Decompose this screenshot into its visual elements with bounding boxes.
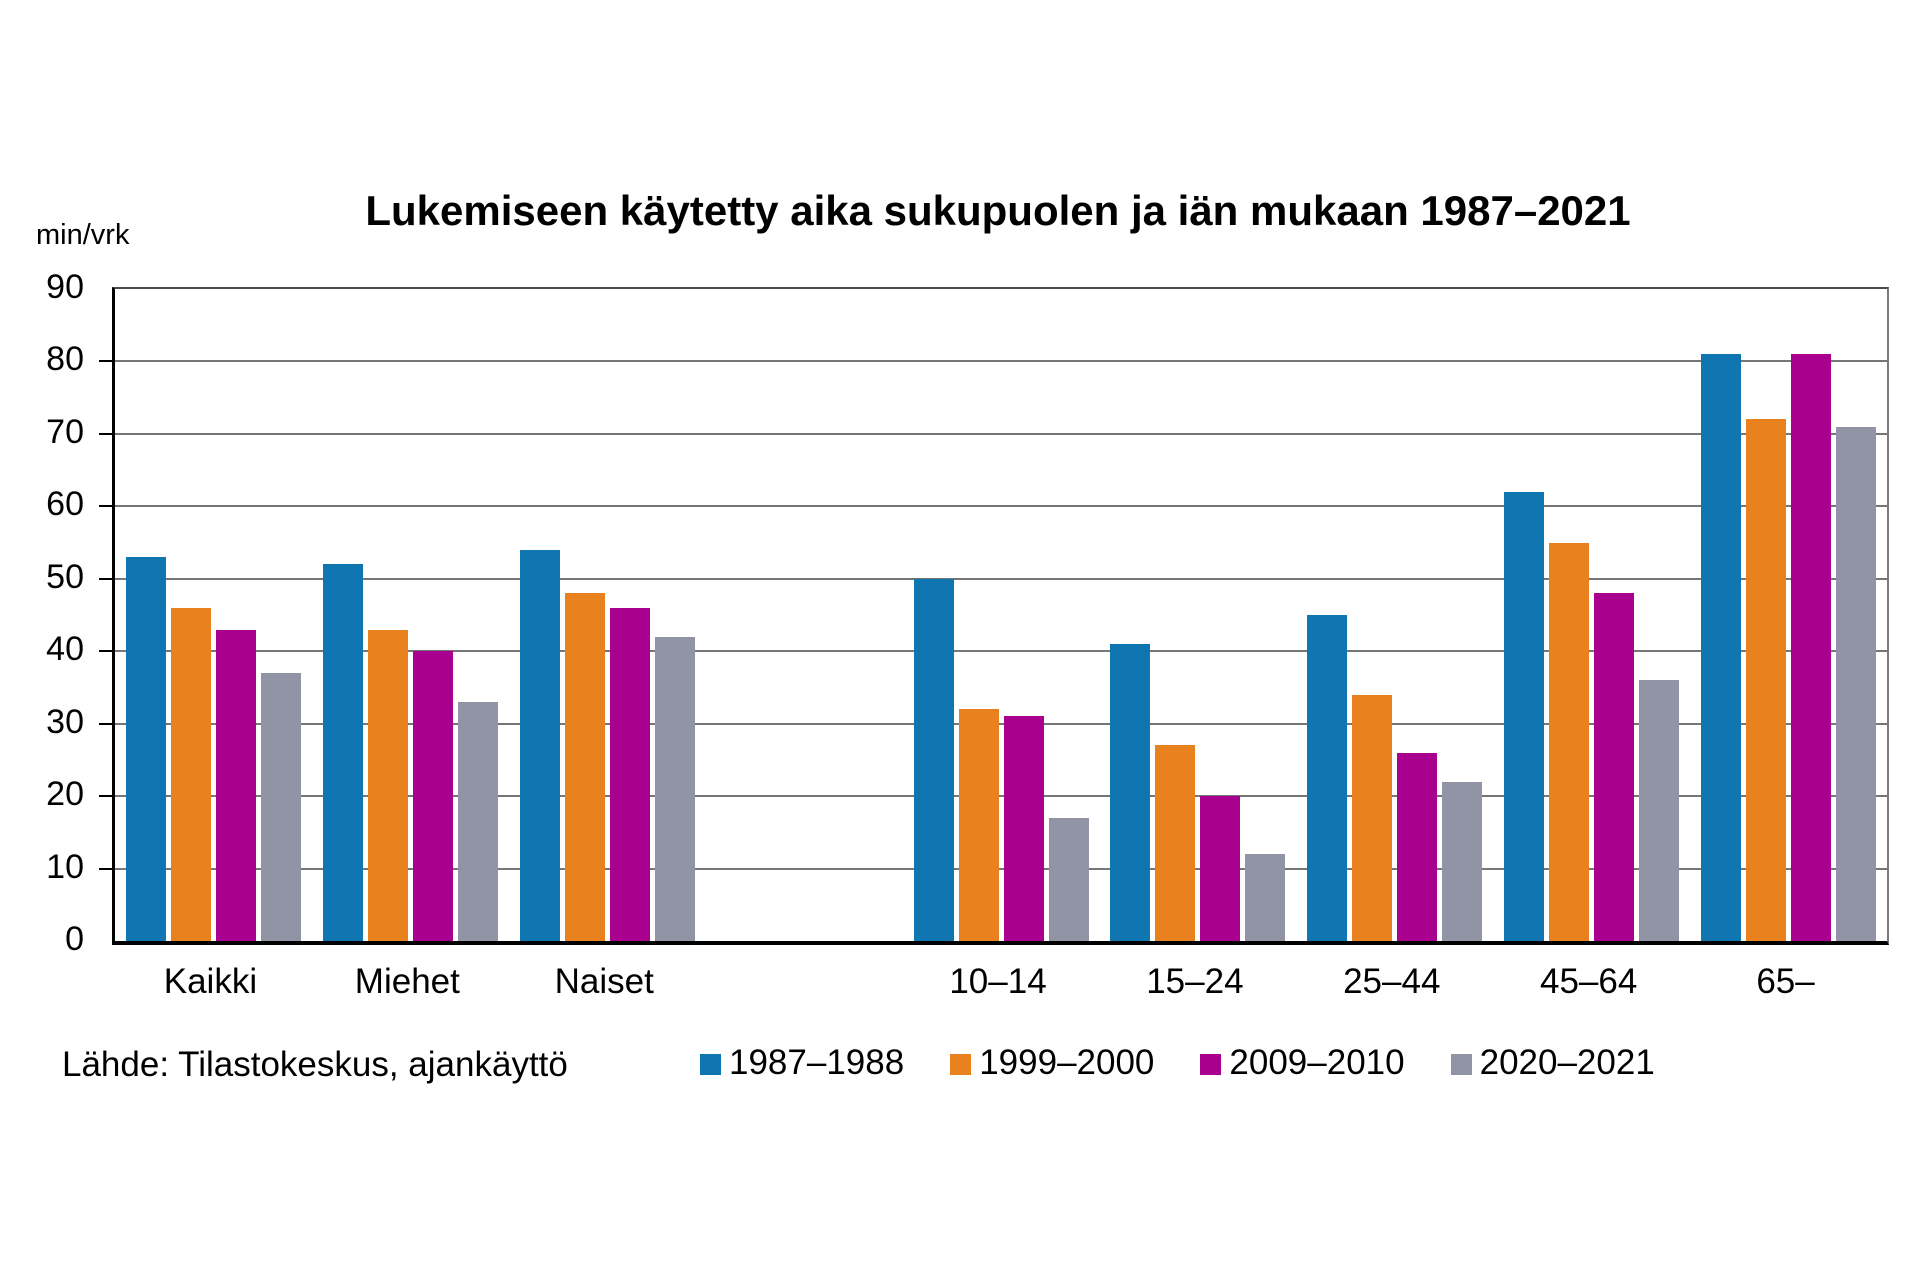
gridline-y-20 [115, 795, 1887, 798]
bar-group-10–14 [913, 289, 1089, 941]
bar-2009–2010-Kaikki [215, 629, 256, 941]
bar-1987–1988-Kaikki [125, 557, 166, 941]
legend-swatch-2020–2021 [1450, 1054, 1472, 1076]
bar-1987–1988-Miehet [322, 564, 363, 941]
bar-2020–2021-45–64 [1639, 680, 1680, 941]
y-axis-tick-label-0: 0 [65, 920, 84, 958]
y-tick-mark-10 [99, 867, 112, 870]
bar-2009–2010-15–24 [1200, 796, 1241, 941]
legend-label-2009–2010: 2009–2010 [1229, 1043, 1405, 1082]
legend-label-1999–2000: 1999–2000 [979, 1043, 1155, 1082]
gridline-y-40 [115, 650, 1887, 653]
bar-1999–2000-15–24 [1155, 745, 1196, 941]
x-axis-label-10–14: 10–14 [949, 962, 1047, 1001]
x-axis-label-15–24: 15–24 [1146, 962, 1244, 1001]
legend-swatch-1987–1988 [700, 1054, 721, 1076]
chart-title: Lukemiseen käytetty aika sukupuolen ja i… [365, 187, 1631, 234]
bar-1987–1988-Naiset [519, 549, 560, 941]
source-note: Lähde: Tilastokeskus, ajankäyttö [62, 1045, 568, 1084]
x-axis-label-Miehet: Miehet [354, 962, 460, 1001]
gridline-y-50 [115, 577, 1887, 580]
y-axis-tick-label-60: 60 [46, 485, 84, 524]
bar-2009–2010-45–64 [1594, 593, 1635, 941]
bar-1987–1988-15–24 [1110, 643, 1151, 941]
y-tick-mark-20 [99, 795, 112, 798]
gridline-y-70 [115, 432, 1887, 435]
legend-item-1999–2000: 1999–2000 [950, 1043, 1155, 1083]
bar-group-Kaikki [125, 289, 301, 941]
x-axis-label-45–64: 45–64 [1539, 962, 1638, 1001]
legend-label-1987–1988: 1987–1988 [729, 1043, 905, 1082]
y-axis-tick-label-50: 50 [46, 557, 84, 596]
bar-1987–1988-45–64 [1504, 491, 1545, 941]
bar-2020–2021-Naiset [654, 636, 695, 941]
gridline-y-10 [115, 867, 1887, 870]
bar-2020–2021-25–44 [1442, 781, 1483, 941]
x-axis-label-Kaikki: Kaikki [163, 962, 258, 1001]
legend-label-2020–2021: 2020–2021 [1479, 1043, 1655, 1082]
bar-2020–2021-15–24 [1245, 854, 1286, 941]
bar-1999–2000-Kaikki [170, 607, 211, 941]
bar-1999–2000-45–64 [1549, 542, 1590, 941]
bar-2020–2021-65– [1836, 426, 1877, 941]
bar-1987–1988-10–14 [913, 578, 954, 941]
y-axis-tick-label-90: 90 [46, 268, 84, 306]
y-axis-tick-label-10: 10 [46, 847, 84, 886]
x-axis-label-25–44: 25–44 [1343, 962, 1441, 1001]
bar-2009–2010-65– [1791, 354, 1832, 941]
bar-1999–2000-25–44 [1352, 694, 1393, 941]
y-axis-unit-label: min/vrk [36, 219, 130, 251]
legend-item-2009–2010: 2009–2010 [1200, 1043, 1405, 1083]
bar-group-Naiset [519, 289, 695, 941]
bar-2009–2010-10–14 [1003, 716, 1044, 941]
gridline-y-60 [115, 505, 1887, 508]
bar-group-45–64 [1504, 289, 1680, 941]
bar-2009–2010-25–44 [1397, 752, 1438, 941]
legend-swatch-2009–2010 [1200, 1054, 1222, 1076]
y-axis-tick-label-80: 80 [46, 340, 84, 379]
y-axis-tick-label-30: 30 [46, 702, 84, 741]
y-axis-tick-label-40: 40 [46, 630, 84, 669]
bar-1999–2000-Naiset [564, 593, 605, 941]
bar-2009–2010-Naiset [609, 607, 650, 941]
legend: 1987–1988 1999–2000 2009–2010 2020–2021 [700, 1043, 1655, 1083]
x-axis-label-65–: 65– [1756, 962, 1815, 1001]
bar-2020–2021-Miehet [457, 701, 498, 941]
bar-2020–2021-10–14 [1048, 817, 1089, 941]
plot-area [99, 287, 1889, 945]
y-tick-mark-30 [99, 722, 112, 725]
y-tick-mark-40 [99, 650, 112, 653]
bar-1987–1988-65– [1701, 354, 1742, 941]
bar-group-25–44 [1307, 289, 1483, 941]
bar-2009–2010-Miehet [412, 651, 453, 941]
bar-group-65– [1701, 289, 1877, 941]
x-axis-label-Naiset: Naiset [554, 962, 654, 1001]
gridline-y-80 [115, 360, 1887, 363]
legend-item-2020–2021: 2020–2021 [1450, 1043, 1655, 1083]
y-tick-mark-50 [99, 577, 112, 580]
bar-1987–1988-25–44 [1307, 615, 1348, 941]
bar-1999–2000-65– [1746, 419, 1787, 941]
bar-group-15–24 [1110, 289, 1286, 941]
gridline-y-30 [115, 722, 1887, 725]
legend-item-1987–1988: 1987–1988 [700, 1043, 905, 1083]
bar-group-Miehet [322, 289, 498, 941]
bar-1999–2000-10–14 [958, 709, 999, 941]
bar-1999–2000-Miehet [367, 629, 408, 941]
y-tick-mark-70 [99, 432, 112, 435]
y-tick-mark-60 [99, 505, 112, 508]
y-tick-mark-80 [99, 360, 112, 363]
y-axis-tick-label-20: 20 [46, 775, 84, 814]
y-axis-tick-label-70: 70 [46, 412, 84, 451]
bar-2020–2021-Kaikki [260, 672, 301, 941]
legend-swatch-1999–2000 [950, 1054, 972, 1076]
